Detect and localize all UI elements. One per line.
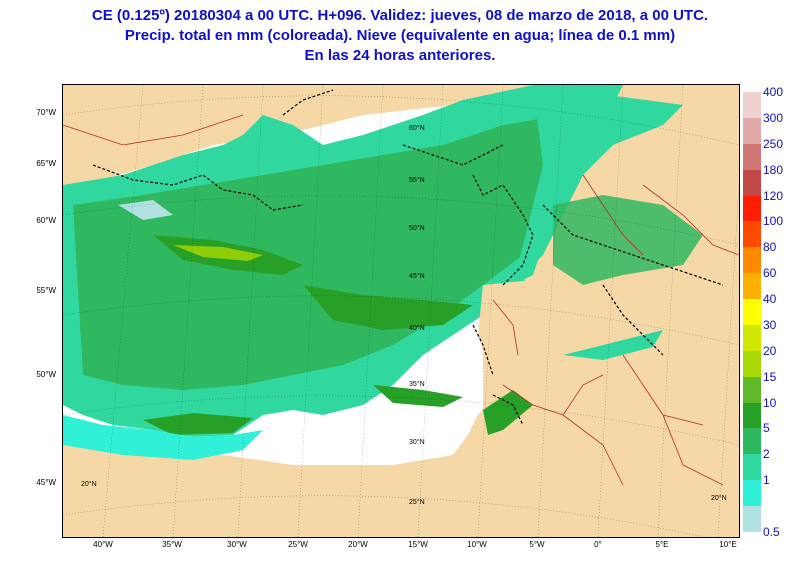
- bottom-label-35w: 35°W: [162, 540, 182, 549]
- title-line-1: CE (0.125º) 20180304 a 00 UTC. H+096. Va…: [91, 7, 709, 24]
- precip-area-20mm: [173, 245, 263, 261]
- snow-contour-lines: [92, 89, 724, 426]
- bottom-label-0: 0°: [594, 540, 602, 549]
- precip-area-morocco: [483, 390, 533, 435]
- legend-swatch: [743, 428, 761, 455]
- left-label-45w: 45°W: [36, 478, 56, 487]
- lat-label-45n: 45°N: [409, 273, 425, 280]
- bottom-label-5e: 5°E: [655, 540, 669, 549]
- legend-label: 5: [763, 421, 770, 436]
- bottom-label-30w: 30°W: [227, 540, 247, 549]
- legend-swatch: [743, 454, 761, 481]
- precip-area-mediterranean: [563, 330, 663, 360]
- lat-label-35n: 35°N: [409, 381, 425, 388]
- legend-label: 100: [763, 214, 784, 229]
- legend-label: 250: [763, 136, 784, 151]
- legend-label: 300: [763, 110, 784, 125]
- legend-label: 40: [763, 292, 777, 307]
- legend-swatch: [743, 273, 761, 300]
- precip-area-10mm-south: [143, 413, 253, 435]
- legend-swatch: [743, 247, 761, 274]
- map-title: CE (0.125º) 20180304 a 00 UTC. H+096. Va…: [0, 6, 800, 66]
- precip-area-10mm-azores: [373, 385, 463, 407]
- left-label-55w: 55°W: [36, 286, 56, 295]
- legend-label: 2: [763, 447, 770, 462]
- left-label-65w: 65°W: [36, 159, 56, 168]
- legend-swatch: [743, 324, 761, 352]
- land-iberia: [478, 280, 563, 365]
- land-africa: [433, 330, 739, 537]
- legend-swatch: [743, 92, 761, 119]
- legend-label: 60: [763, 266, 777, 281]
- precip-legend: 400 300 250 180 120 100 80 60 40 30 20 15 10 5 2 1 0.5: [743, 85, 797, 539]
- lat-label-60n: 60°N: [409, 125, 425, 132]
- lat-label-50n: 50°N: [409, 225, 425, 232]
- lat-label-30n: 30°N: [409, 439, 425, 446]
- legend-swatch: [743, 221, 761, 248]
- legend-label: 80: [763, 240, 777, 255]
- legend-swatch: [743, 480, 761, 507]
- lat-label-55n: 55°N: [409, 177, 425, 184]
- bottom-label-5w: 5°W: [529, 540, 545, 549]
- precip-area-5mm: [73, 115, 583, 390]
- left-label-60w: 60°W: [36, 216, 56, 225]
- bottom-label-10w: 10°W: [467, 540, 487, 549]
- bottom-label-20w: 20°W: [348, 540, 368, 549]
- legend-swatch: [743, 402, 761, 429]
- legend-swatch: [743, 169, 761, 197]
- title-line-3: En las 24 horas anteriores.: [304, 47, 496, 64]
- legend-label: 10: [763, 395, 777, 410]
- legend-label: 400: [763, 85, 784, 99]
- left-label-50w: 50°W: [36, 370, 56, 379]
- legend-label: 15: [763, 369, 777, 384]
- map-canvas: [63, 85, 739, 537]
- bottom-label-10e: 10°E: [719, 540, 737, 549]
- lat-label-20n-east: 20°N: [711, 495, 727, 502]
- legend-label: 1: [763, 473, 770, 488]
- lat-label-20n-west: 20°N: [81, 481, 97, 488]
- graticule: [63, 85, 739, 537]
- legend-label: 30: [763, 317, 777, 332]
- legend-swatch: [743, 506, 761, 533]
- bottom-label-40w: 40°W: [93, 540, 113, 549]
- left-label-70w: 70°W: [36, 108, 56, 117]
- legend-swatch: [743, 117, 761, 145]
- title-line-2: Precip. total en mm (coloreada). Nieve (…: [124, 27, 676, 44]
- precip-area-britain: [513, 85, 623, 285]
- precip-area-10mm-central: [303, 285, 473, 330]
- legend-label: 120: [763, 188, 784, 203]
- political-borders: [63, 114, 739, 486]
- legend-swatch: [743, 350, 761, 378]
- precipitation-map: 60°N 55°N 50°N 45°N 40°N 35°N 30°N 25°N …: [62, 84, 740, 538]
- legend-label: 0.5: [763, 525, 780, 539]
- bottom-label-15w: 15°W: [408, 540, 428, 549]
- precip-area-0-5mm: [118, 200, 173, 220]
- legend-swatch: [743, 376, 761, 404]
- legend-swatch: [743, 195, 761, 222]
- lat-label-40n: 40°N: [409, 325, 425, 332]
- legend-swatch: [743, 143, 761, 171]
- legend-label: 20: [763, 343, 777, 358]
- bottom-label-25w: 25°W: [288, 540, 308, 549]
- legend-label: 180: [763, 162, 784, 177]
- legend-swatch: [743, 299, 761, 326]
- lat-label-25n: 25°N: [409, 499, 425, 506]
